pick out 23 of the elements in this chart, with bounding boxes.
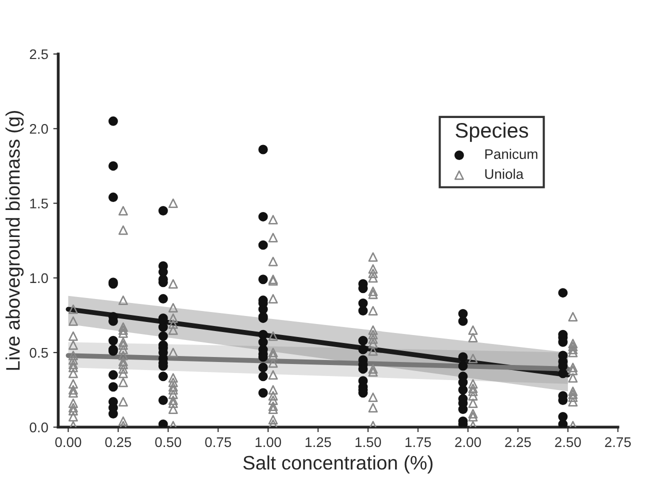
legend-label: Uniola <box>485 168 524 179</box>
x-tick-label: 2.00 <box>455 437 481 448</box>
x-tick-label: 2.75 <box>605 437 631 448</box>
y-tick-label: 2.0 <box>30 124 48 134</box>
y-axis-title: Live aboveground biomass (g) <box>6 111 24 370</box>
y-tick-label: 2.5 <box>30 49 48 60</box>
legend-title: Species <box>456 122 528 142</box>
x-tick-label: 1.75 <box>406 437 431 448</box>
y-tick-label: 1.5 <box>30 198 48 208</box>
x-tick-label: 1.50 <box>356 437 382 448</box>
x-tick-label: 1.00 <box>256 437 282 448</box>
x-tick-label: 0.75 <box>205 437 232 448</box>
y-tick-label: 0.5 <box>30 348 48 358</box>
x-tick-label: 0.00 <box>55 437 82 448</box>
x-tick-label: 0.25 <box>105 437 132 448</box>
y-tick-label: 0.0 <box>30 422 48 432</box>
y-tick-label: 1.0 <box>30 273 48 284</box>
x-tick-label: 2.25 <box>505 437 531 448</box>
x-axis-title: Salt concentration (%) <box>243 455 432 474</box>
legend-label: Panicum <box>485 148 538 160</box>
x-tick-label: 1.25 <box>306 437 332 448</box>
x-tick-label: 2.50 <box>555 437 581 448</box>
x-tick-label: 0.50 <box>155 437 182 448</box>
